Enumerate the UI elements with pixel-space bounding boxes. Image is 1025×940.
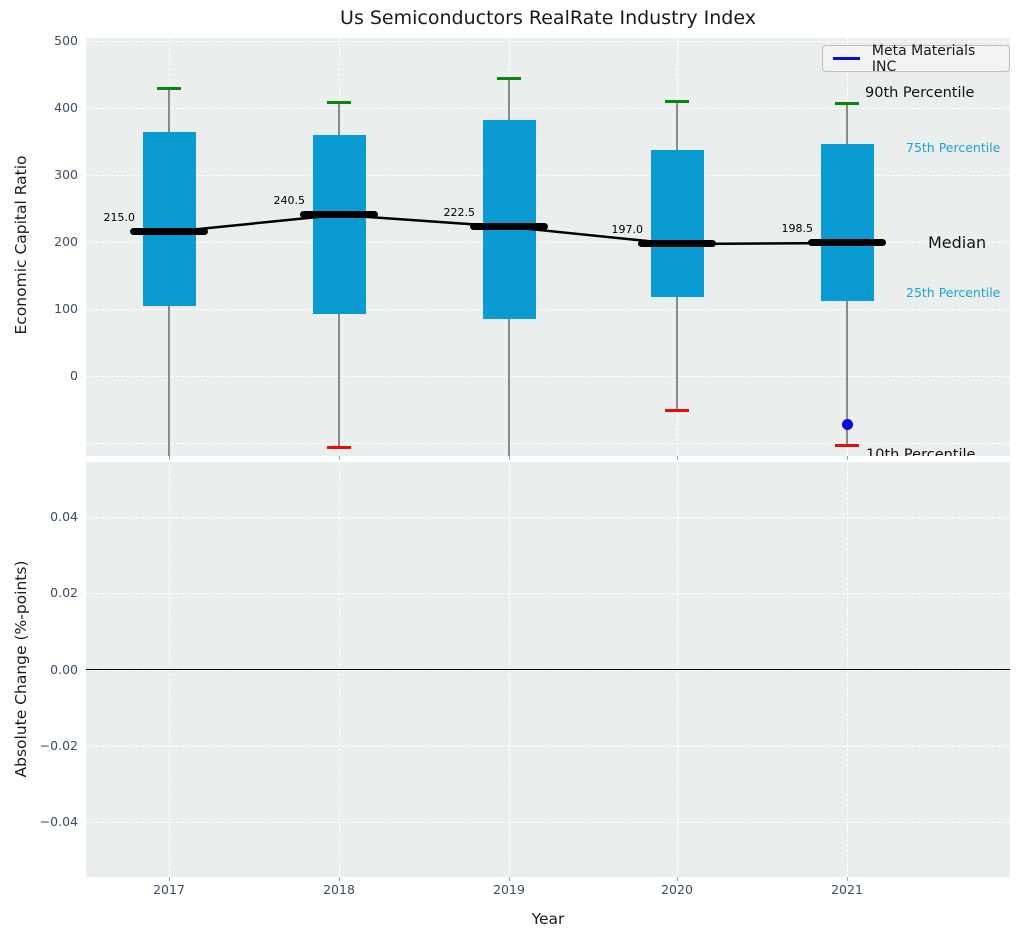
bottom-x-tickmark bbox=[677, 877, 678, 881]
median-bar bbox=[638, 240, 716, 248]
legend-line-swatch bbox=[833, 57, 860, 60]
bottom-x-tickmark bbox=[339, 877, 340, 881]
iqr-box bbox=[820, 144, 874, 301]
top-y-tick-label: 500 bbox=[54, 33, 78, 49]
x-tick-label-year: 2020 bbox=[661, 882, 693, 897]
annotation-25th-percentile: 25th Percentile bbox=[906, 284, 1001, 300]
bottom-gridline-horizontal bbox=[86, 745, 1010, 747]
bottom-x-tickmark bbox=[169, 877, 170, 881]
top-gridline-horizontal bbox=[86, 308, 1010, 310]
iqr-box bbox=[312, 134, 366, 314]
bottom-x-tickmark bbox=[509, 877, 510, 881]
bottom-y-tick-label: 0.02 bbox=[50, 585, 78, 601]
annotation-10th-percentile: 10th Percentile bbox=[866, 447, 976, 456]
p10-cap bbox=[665, 409, 689, 412]
top-x-tickmark bbox=[509, 456, 510, 460]
iqr-box bbox=[482, 119, 536, 319]
bottom-y-tick-label: −0.02 bbox=[39, 737, 78, 753]
economic-capital-ratio-plot: 215.0 240.5 222.5 197.0 198.5 90th Percentile… bbox=[86, 38, 1010, 456]
bottom-y-tick-label: −0.04 bbox=[39, 813, 78, 829]
median-bar bbox=[808, 239, 886, 247]
p10-cap bbox=[327, 446, 351, 449]
legend-box: Meta Materials INC bbox=[822, 42, 1010, 75]
bottom-y-tick-label: 0.04 bbox=[50, 509, 78, 525]
meta-materials-point bbox=[841, 419, 853, 431]
chart-title: Us Semiconductors RealRate Industry Inde… bbox=[340, 7, 756, 29]
top-y-tick-label: 0 bbox=[70, 367, 78, 383]
annotation-90th-percentile: 90th Percentile bbox=[865, 84, 975, 101]
top-gridline-horizontal bbox=[86, 41, 1010, 43]
top-y-tick-label: 200 bbox=[54, 233, 78, 249]
p90-cap bbox=[157, 86, 181, 90]
median-value-label: 197.0 bbox=[611, 222, 644, 236]
top-y-tick-label: 400 bbox=[54, 100, 78, 116]
median-bar bbox=[470, 223, 548, 231]
median-value-label: 215.0 bbox=[103, 210, 136, 224]
median-bar bbox=[300, 211, 378, 219]
top-gridline-horizontal bbox=[86, 442, 1010, 444]
p90-cap bbox=[835, 102, 859, 106]
iqr-box bbox=[142, 131, 196, 307]
annotation-75th-percentile: 75th Percentile bbox=[906, 140, 1001, 156]
top-x-tickmark bbox=[169, 456, 170, 460]
legend-label: Meta Materials INC bbox=[871, 42, 976, 75]
top-y-tick-label: 300 bbox=[54, 167, 78, 183]
x-tick-label-year: 2018 bbox=[323, 882, 355, 897]
x-axis-label: Year bbox=[531, 910, 565, 928]
median-value-label: 240.5 bbox=[273, 193, 306, 207]
median-value-label: 198.5 bbox=[781, 221, 814, 235]
top-x-tickmark bbox=[339, 456, 340, 460]
top-x-tickmark bbox=[677, 456, 678, 460]
bottom-gridline-horizontal bbox=[86, 517, 1010, 519]
top-gridline-horizontal bbox=[86, 241, 1010, 243]
p90-cap bbox=[327, 101, 351, 105]
median-trend-line bbox=[168, 213, 848, 246]
median-bar bbox=[130, 228, 208, 236]
bottom-gridline-horizontal bbox=[86, 593, 1010, 595]
x-tick-label-year: 2019 bbox=[493, 882, 525, 897]
absolute-change-plot bbox=[86, 462, 1010, 877]
top-y-tick-label: 100 bbox=[54, 300, 78, 316]
x-tick-label-year: 2017 bbox=[153, 882, 185, 897]
p90-cap bbox=[497, 77, 521, 81]
top-x-tickmark bbox=[847, 456, 848, 460]
top-gridline-horizontal bbox=[86, 108, 1010, 110]
iqr-box bbox=[650, 150, 704, 298]
bottom-x-tickmark bbox=[847, 877, 848, 881]
top-gridline-horizontal bbox=[86, 375, 1010, 377]
median-value-label: 222.5 bbox=[443, 205, 476, 219]
p10-cap bbox=[835, 444, 859, 447]
bottom-gridline-horizontal bbox=[86, 821, 1010, 823]
top-gridline-horizontal bbox=[86, 175, 1010, 177]
zero-change-line bbox=[86, 668, 1010, 671]
annotation-median: Median bbox=[928, 232, 987, 252]
p90-cap bbox=[665, 100, 689, 104]
bottom-y-tick-label: 0.00 bbox=[50, 661, 78, 677]
x-tick-label-year: 2021 bbox=[831, 882, 863, 897]
